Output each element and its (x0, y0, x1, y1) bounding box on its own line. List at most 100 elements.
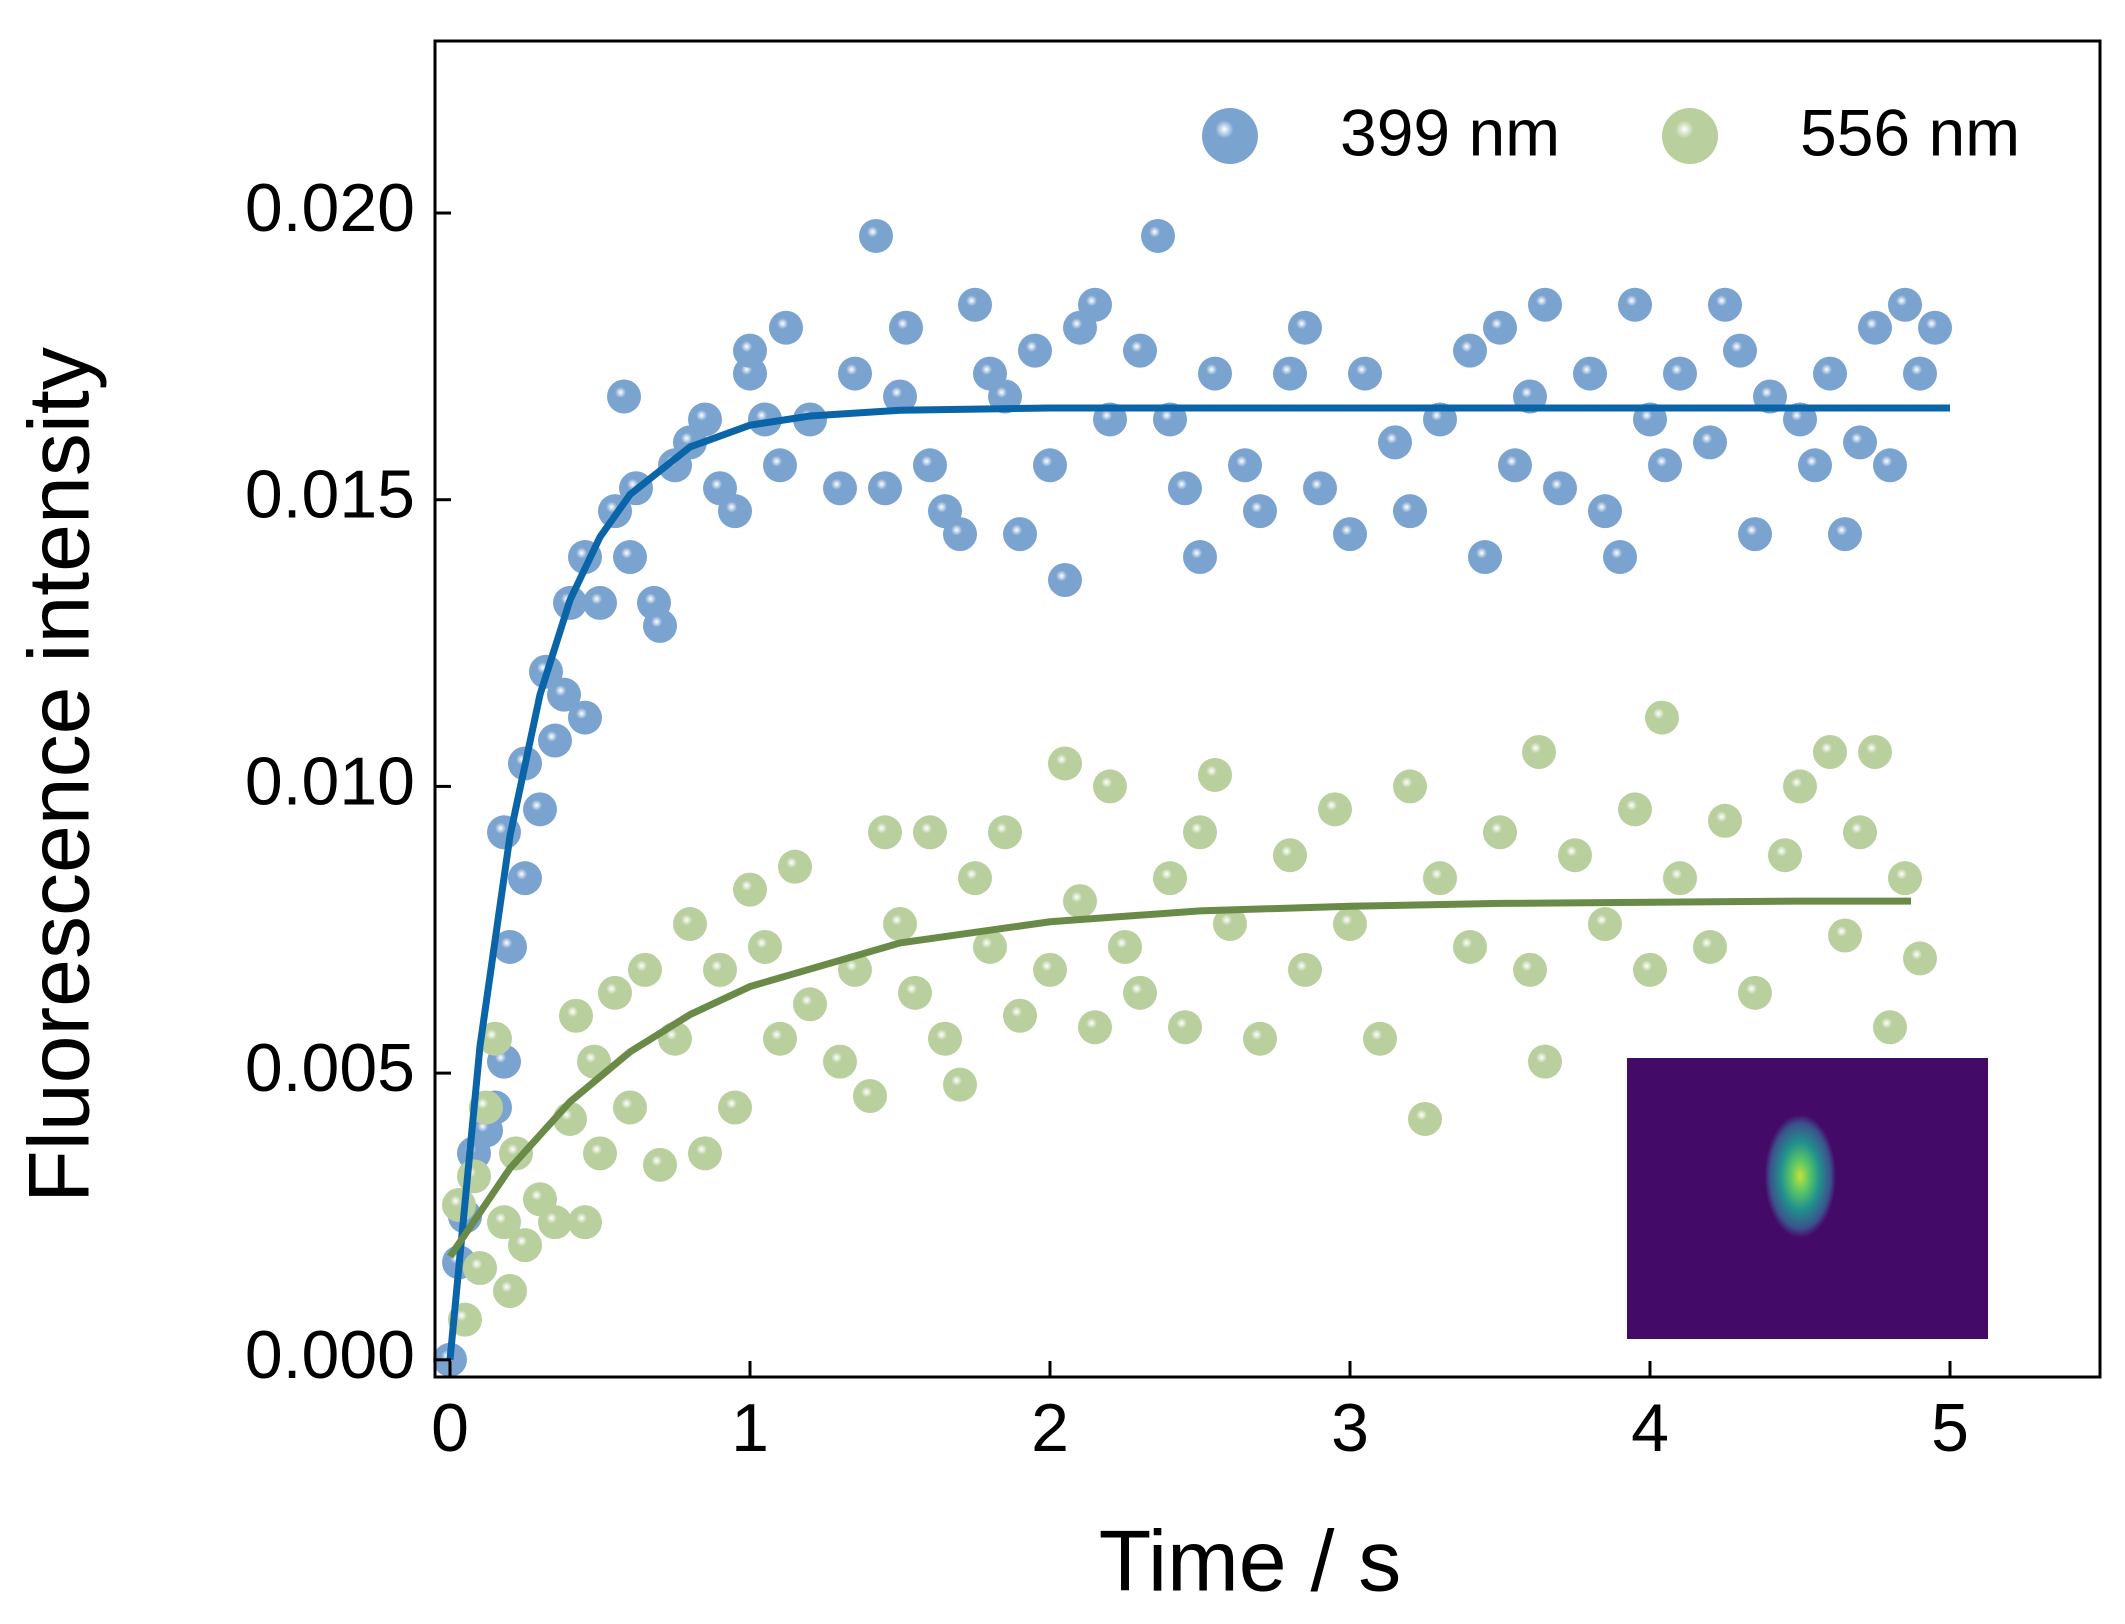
point (1738, 975, 1772, 1010)
point (1528, 1044, 1562, 1079)
point (1243, 494, 1277, 529)
point (463, 1251, 497, 1286)
y-tick-label: 0.020 (245, 170, 415, 246)
point (1693, 929, 1727, 964)
fit-line (447, 897, 1911, 1259)
x-tick-label: 3 (1331, 1390, 1369, 1466)
point (1183, 815, 1217, 850)
point (1408, 1101, 1442, 1136)
point (1888, 861, 1922, 896)
point (1018, 333, 1052, 368)
y-tick-label: 0.010 (245, 743, 415, 819)
point (1723, 333, 1757, 368)
point (943, 517, 977, 552)
point (1003, 998, 1037, 1033)
legend-marker (1202, 108, 1258, 164)
point (1873, 448, 1907, 483)
point (1603, 540, 1637, 575)
point (487, 1205, 521, 1240)
x-tick-label: 2 (1031, 1390, 1069, 1466)
point (1333, 907, 1367, 942)
point (1858, 310, 1892, 345)
point (1048, 562, 1082, 597)
point (613, 1090, 647, 1125)
y-axis-label: Fluorescence intensity (12, 347, 108, 1203)
point (508, 861, 542, 896)
point (1858, 735, 1892, 770)
point (958, 287, 992, 322)
point (763, 1021, 797, 1056)
point (1708, 287, 1742, 322)
point (1813, 356, 1847, 391)
point (1483, 815, 1517, 850)
point (1813, 735, 1847, 770)
point (1522, 735, 1556, 770)
fit-line (446, 404, 1950, 1361)
point (442, 1187, 476, 1222)
point (1423, 861, 1457, 896)
point (1888, 287, 1922, 322)
plot-frame (433, 39, 2102, 1379)
point (1708, 803, 1742, 838)
point (1453, 333, 1487, 368)
point (1618, 792, 1652, 827)
point (868, 471, 902, 506)
inset-image (1627, 1058, 1988, 1339)
point (643, 1147, 677, 1182)
point (547, 677, 581, 712)
point (1903, 941, 1937, 976)
point (1288, 310, 1322, 345)
point (1483, 310, 1517, 345)
point (1828, 517, 1862, 552)
point (1543, 471, 1577, 506)
point (958, 861, 992, 896)
point (583, 1136, 617, 1171)
point (913, 448, 947, 483)
point (1273, 356, 1307, 391)
point (1273, 838, 1307, 873)
point (1303, 471, 1337, 506)
point (1108, 929, 1142, 964)
point (988, 815, 1022, 850)
point (823, 471, 857, 506)
point (1243, 1021, 1277, 1056)
point (1768, 838, 1802, 873)
point (1333, 517, 1367, 552)
point (538, 1205, 572, 1240)
point (889, 310, 923, 345)
point (1393, 769, 1427, 804)
point (1393, 494, 1427, 529)
point (1513, 952, 1547, 987)
point (898, 975, 932, 1010)
point (838, 356, 872, 391)
point (1663, 861, 1697, 896)
point (1843, 425, 1877, 460)
point (1213, 907, 1247, 942)
point (568, 700, 602, 735)
point (1363, 1021, 1397, 1056)
point (859, 218, 893, 253)
point (1378, 425, 1412, 460)
point (1168, 471, 1202, 506)
point (988, 379, 1022, 414)
point (883, 907, 917, 942)
point (1348, 356, 1382, 391)
point (823, 1044, 857, 1079)
point (1228, 448, 1262, 483)
point (1078, 1010, 1112, 1045)
x-tick-label: 5 (1931, 1390, 1969, 1466)
point (1648, 448, 1682, 483)
y-tick-label: 0.000 (245, 1317, 415, 1393)
point (559, 998, 593, 1033)
point (748, 929, 782, 964)
legend-label: 399 nm (1340, 95, 1560, 169)
point (1645, 700, 1679, 735)
plot-marks (433, 218, 1952, 1377)
point (1288, 952, 1322, 987)
point (913, 815, 947, 850)
point (628, 952, 662, 987)
point (1528, 287, 1562, 322)
x-tick-label: 1 (731, 1390, 769, 1466)
point (1468, 540, 1502, 575)
